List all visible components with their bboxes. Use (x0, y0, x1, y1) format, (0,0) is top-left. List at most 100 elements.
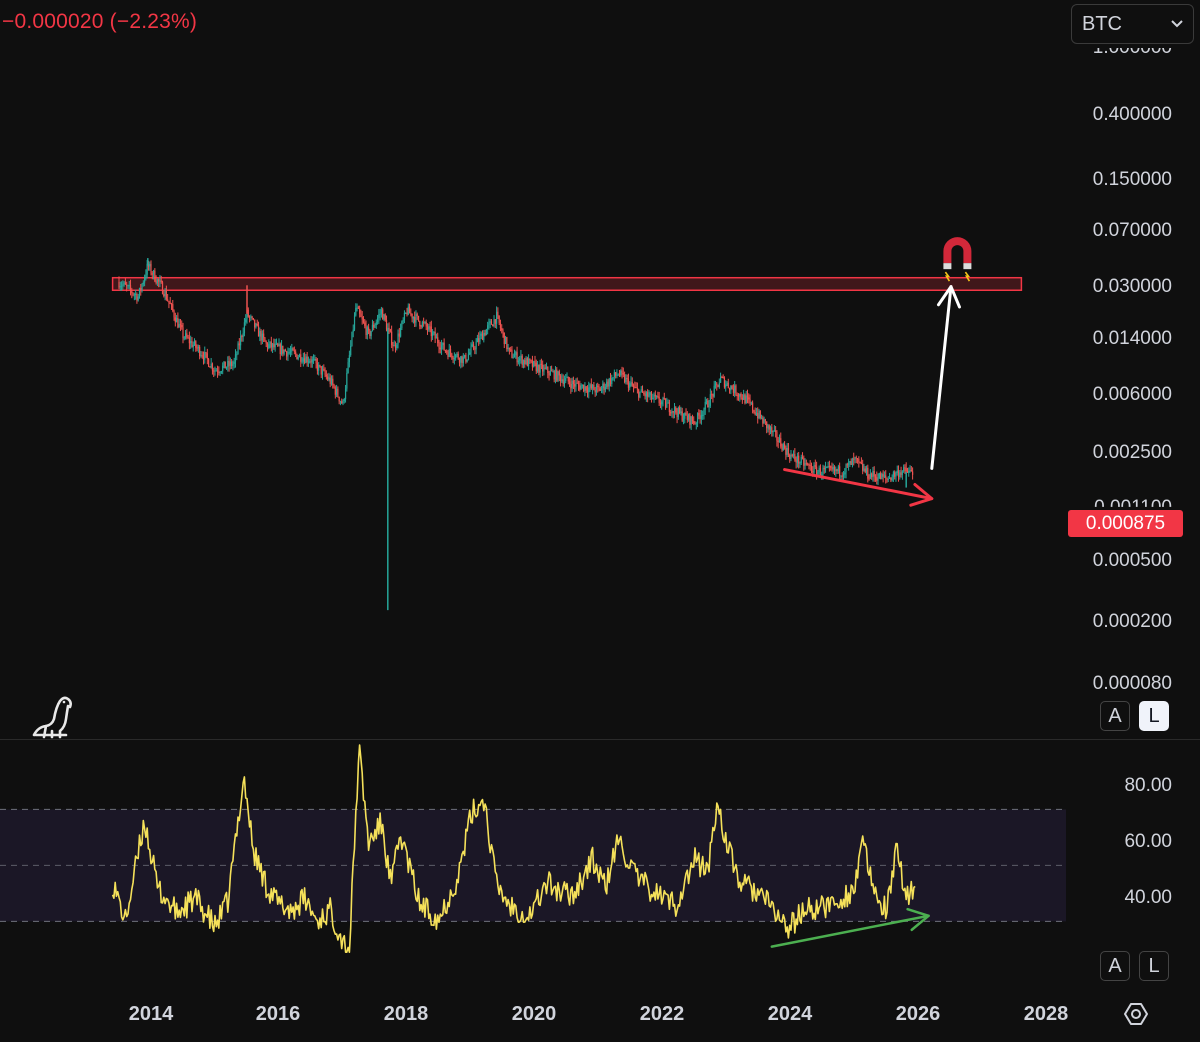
candle-body (775, 430, 777, 433)
candle-body (306, 356, 308, 363)
candle-body (336, 388, 338, 395)
candle-body (339, 401, 342, 403)
candle-body (179, 324, 182, 326)
candle-body (682, 418, 685, 421)
candle-body (803, 458, 805, 466)
candle-body (718, 382, 720, 387)
auto-scale-button[interactable]: A (1100, 701, 1130, 731)
candle-body (688, 414, 690, 420)
candle-body (856, 458, 859, 460)
candle-body (364, 322, 366, 326)
candle-body (842, 474, 845, 477)
time-axis-label: 2022 (639, 1003, 685, 1025)
candle-body (693, 421, 695, 424)
candle-body (743, 394, 745, 400)
candle-body (790, 454, 792, 460)
candle-body (757, 413, 759, 419)
candle-body (776, 432, 778, 441)
candle-body (625, 378, 627, 383)
candle-body (784, 444, 786, 448)
settings-icon[interactable] (1122, 1000, 1150, 1028)
candle-body (455, 354, 457, 359)
candle-body (676, 412, 678, 418)
price-axis-label: 0.030000 (1092, 276, 1172, 297)
candle-body (735, 385, 737, 395)
candle-body (873, 471, 875, 477)
time-axis-label: 2016 (255, 1003, 301, 1025)
candle-body (410, 313, 412, 315)
candle-body (393, 345, 395, 347)
candle-body (396, 344, 398, 348)
candle-body (172, 304, 174, 311)
price-axis-label: 0.002500 (1092, 442, 1172, 463)
candle-body (846, 464, 848, 466)
candle-body (382, 309, 384, 320)
candle-body (440, 345, 443, 350)
candle-body (419, 321, 421, 327)
candle-body (493, 319, 495, 327)
candle-body (652, 398, 654, 400)
candle-body (346, 372, 348, 389)
candle-body (689, 414, 691, 425)
candle-body (548, 373, 550, 376)
candle-body (749, 399, 751, 404)
candle-body (298, 354, 301, 358)
candle-body (558, 371, 560, 376)
candle-body (426, 326, 429, 330)
candle-body (556, 369, 558, 381)
candle-body (288, 352, 290, 354)
candle-body (416, 314, 418, 316)
magnet-spark (964, 271, 971, 282)
time-axis-label: 2020 (511, 1003, 557, 1025)
rsi-log-scale-button[interactable]: L (1139, 951, 1169, 981)
candle-body (373, 324, 375, 328)
candle-body (222, 365, 224, 372)
candle-body (507, 347, 509, 350)
candle-body (869, 473, 871, 479)
candle-body (462, 357, 464, 364)
candle-body (310, 361, 312, 363)
candle-body (887, 478, 889, 480)
log-scale-button[interactable]: L (1139, 701, 1169, 731)
candle-body (291, 348, 293, 352)
candle-body (329, 377, 331, 384)
time-axis-label: 2024 (767, 1003, 813, 1025)
candle-body (275, 343, 278, 345)
candle-body (389, 329, 391, 332)
candle-body (785, 447, 787, 455)
candle-body (530, 360, 532, 362)
candle-body (251, 316, 253, 318)
candle-body (877, 478, 879, 481)
tradingview-logo-icon[interactable] (30, 693, 76, 739)
candle-body (859, 461, 861, 463)
pane-divider[interactable] (0, 739, 1200, 740)
candle-body (583, 384, 585, 392)
candle-body (717, 384, 719, 387)
candle-body (526, 358, 528, 367)
candle-body (901, 471, 903, 475)
candle-body (615, 372, 617, 376)
candle-body (627, 378, 630, 388)
candle-body (789, 454, 791, 460)
candle-body (403, 313, 406, 320)
candle-body (292, 348, 294, 351)
candle-body (348, 355, 350, 363)
rsi-auto-scale-button[interactable]: A (1100, 951, 1130, 981)
candle-body (307, 361, 310, 363)
candle-body (210, 363, 212, 368)
candle-body (332, 378, 334, 385)
candle-body (448, 348, 450, 357)
candle-body (831, 467, 833, 470)
candle-body (443, 342, 445, 351)
candle-body (178, 324, 180, 328)
candle-body (703, 409, 705, 415)
candle-body (544, 367, 546, 369)
price-axis-label: 1.000000 (1092, 37, 1172, 58)
candle-body (813, 465, 815, 473)
candle-body (374, 325, 376, 328)
candle-body (799, 462, 801, 464)
symbol-select[interactable]: BTC (1071, 4, 1194, 44)
candle-body (209, 366, 211, 368)
